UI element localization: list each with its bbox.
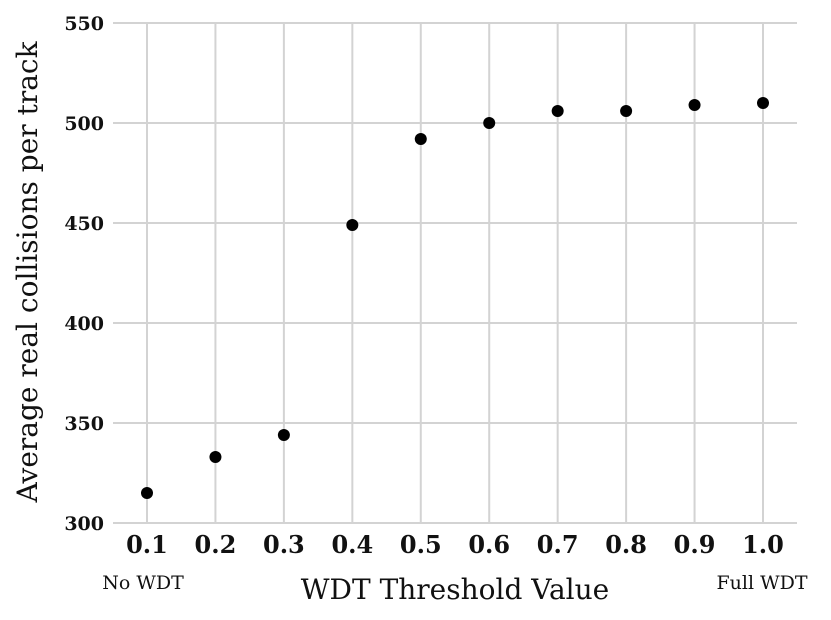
- grid: [113, 22, 797, 524]
- x-tick-label: 0.5: [400, 530, 442, 559]
- y-tick-label: 300: [64, 513, 104, 535]
- y-tick-label: 450: [64, 213, 104, 235]
- x-tick-label: 0.1: [126, 530, 168, 559]
- x-tick-label: 1.0: [742, 530, 784, 559]
- x-tick-label: 0.6: [468, 530, 510, 559]
- data-points: [141, 97, 769, 499]
- data-point: [757, 97, 769, 109]
- data-point: [346, 219, 359, 231]
- data-point: [277, 429, 290, 441]
- x-tick-label: 0.8: [605, 530, 647, 559]
- y-tick-labels: 300 350 400 450 500 550: [64, 13, 104, 535]
- x-axis-title: WDT Threshold Value: [301, 573, 609, 606]
- y-tick-label: 500: [64, 113, 104, 135]
- x-tick-label: 0.4: [331, 530, 373, 559]
- no-wdt-annotation: No WDT: [102, 572, 184, 594]
- x-tick-label: 0.2: [195, 530, 237, 559]
- x-tick-label: 0.3: [263, 530, 305, 559]
- data-point: [688, 99, 701, 111]
- x-tick-label: 0.7: [537, 530, 579, 559]
- full-wdt-annotation: Full WDT: [716, 572, 807, 594]
- data-point: [141, 487, 153, 499]
- data-point: [414, 133, 427, 145]
- data-point: [483, 117, 496, 129]
- y-tick-label: 400: [64, 313, 104, 335]
- x-tick-label: 0.9: [674, 530, 716, 559]
- data-point: [551, 105, 564, 117]
- data-point: [209, 451, 222, 463]
- data-point: [620, 105, 633, 117]
- y-axis-title: Average real collisions per track: [11, 40, 44, 503]
- x-tick-labels: 0.1 0.2 0.3 0.4 0.5 0.6 0.7 0.8 0.9 1.0: [126, 530, 784, 559]
- y-tick-label: 550: [64, 13, 104, 35]
- y-tick-label: 350: [64, 413, 104, 435]
